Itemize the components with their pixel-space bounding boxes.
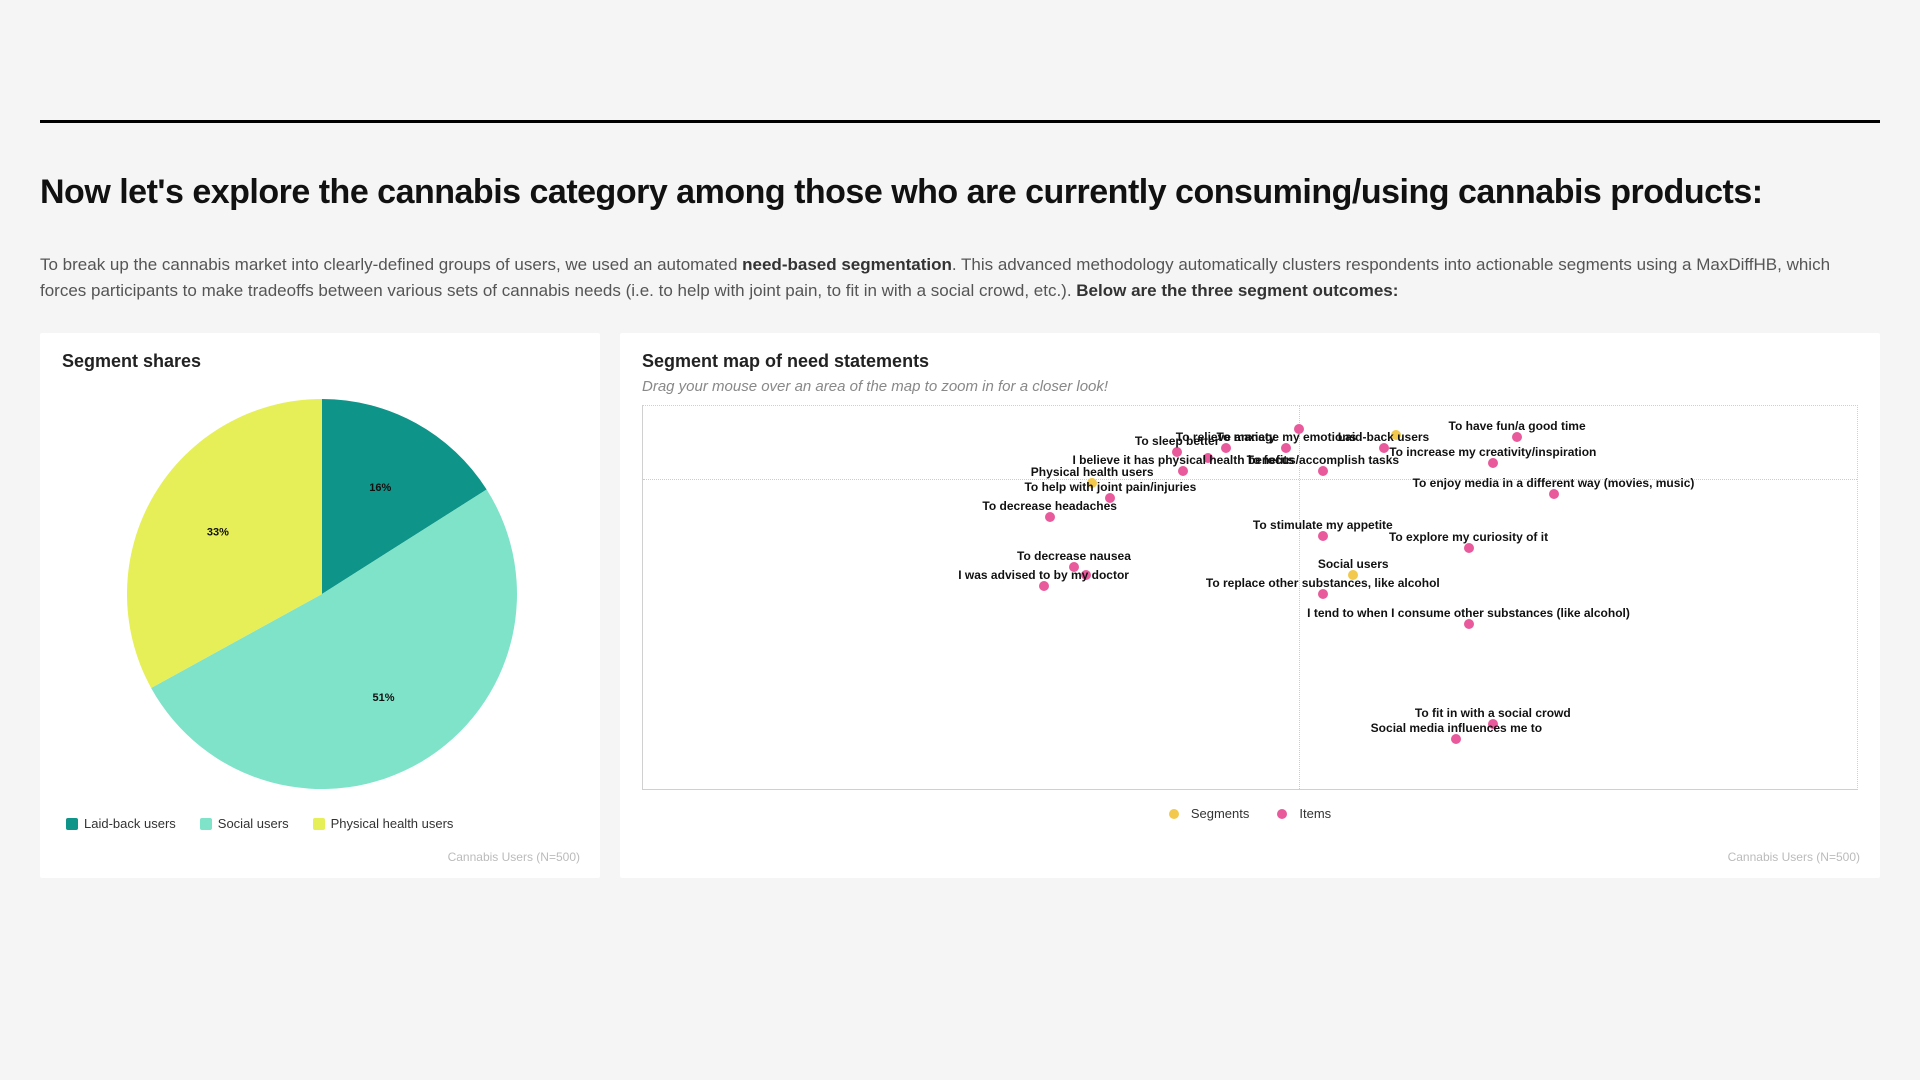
scatter-label: To increase my creativity/inspiration xyxy=(1389,445,1596,459)
scatter-label: Physical health users xyxy=(1031,465,1154,479)
scatter-label: To have fun/a good time xyxy=(1449,419,1586,433)
item-point[interactable] xyxy=(1203,453,1213,463)
scatter-label: Social media influences me to xyxy=(1371,721,1542,735)
scatter-label: To sleep better xyxy=(1135,434,1219,448)
legend-item[interactable]: Items xyxy=(1277,806,1331,821)
pie-slice-label: 16% xyxy=(369,482,391,494)
legend-item[interactable]: Laid-back users xyxy=(66,816,176,831)
item-point[interactable] xyxy=(1549,489,1559,499)
legend-label: Items xyxy=(1299,806,1331,821)
item-point[interactable] xyxy=(1488,458,1498,468)
scatter-label: To stimulate my appetite xyxy=(1253,518,1393,532)
scatter-legend: Segments Items xyxy=(642,806,1858,821)
pie-footnote: Cannabis Users (N=500) xyxy=(448,850,580,864)
scatter-label: To help with joint pain/injuries xyxy=(1024,480,1196,494)
item-point[interactable] xyxy=(1105,493,1115,503)
scatter-subtitle: Drag your mouse over an area of the map … xyxy=(642,378,1858,395)
item-point[interactable] xyxy=(1451,734,1461,744)
segment-point[interactable] xyxy=(1391,430,1401,440)
pie-legend: Laid-back users Social users Physical heal… xyxy=(62,816,578,831)
item-point[interactable] xyxy=(1172,447,1182,457)
scatter-label: I tend to when I consume other substance… xyxy=(1307,606,1630,620)
intro-pre: To break up the cannabis market into cle… xyxy=(40,255,742,274)
item-point[interactable] xyxy=(1081,570,1091,580)
scatter-label: To relieve anxiety xyxy=(1176,430,1276,444)
scatter-label: To manage my emotions xyxy=(1217,430,1357,444)
legend-label: Laid-back users xyxy=(84,816,176,831)
item-point[interactable] xyxy=(1318,466,1328,476)
item-point[interactable] xyxy=(1512,432,1522,442)
item-point[interactable] xyxy=(1318,589,1328,599)
legend-label: Physical health users xyxy=(331,816,454,831)
legend-swatch xyxy=(313,818,325,830)
scatter-label: To decrease nausea xyxy=(1017,549,1131,563)
scatter-label: To fit in with a social crowd xyxy=(1415,706,1571,720)
item-point[interactable] xyxy=(1379,443,1389,453)
segment-shares-panel: Segment shares 16% 51% 33% Laid-back users… xyxy=(40,333,600,878)
legend-label: Segments xyxy=(1191,806,1250,821)
item-point[interactable] xyxy=(1039,581,1049,591)
scatter-axis-horizontal xyxy=(643,479,1857,480)
scatter-label: To focus/accomplish tasks xyxy=(1247,453,1400,467)
segment-point[interactable] xyxy=(1348,570,1358,580)
divider xyxy=(40,120,1880,123)
legend-swatch xyxy=(66,818,78,830)
scatter-axis-vertical xyxy=(1299,406,1300,789)
pie-title: Segment shares xyxy=(62,351,578,372)
scatter-label: To explore my curiosity of it xyxy=(1389,530,1548,544)
item-point[interactable] xyxy=(1488,719,1498,729)
scatter-label: Laid-back users xyxy=(1338,430,1429,444)
item-point[interactable] xyxy=(1281,443,1291,453)
segment-map-panel: Segment map of need statements Drag your… xyxy=(620,333,1880,878)
scatter-label: To replace other substances, like alcoho… xyxy=(1206,576,1440,590)
legend-item[interactable]: Social users xyxy=(200,816,289,831)
segment-point[interactable] xyxy=(1087,478,1097,488)
scatter-plot[interactable]: To sleep betterTo relieve anxietyTo mana… xyxy=(642,405,1858,790)
page-heading: Now let's explore the cannabis category … xyxy=(40,173,1880,212)
item-point[interactable] xyxy=(1178,466,1188,476)
pie-slice-label: 33% xyxy=(207,526,229,538)
scatter-label: To decrease headaches xyxy=(982,499,1117,513)
item-point[interactable] xyxy=(1069,562,1079,572)
intro-bold1: need-based segmentation xyxy=(742,255,952,274)
item-point[interactable] xyxy=(1464,619,1474,629)
item-point[interactable] xyxy=(1221,443,1231,453)
intro-bold2: Below are the three segment outcomes: xyxy=(1076,281,1398,300)
item-point[interactable] xyxy=(1294,424,1304,434)
pie-chart: 16% 51% 33% xyxy=(62,384,578,804)
scatter-label: I was advised to by my doctor xyxy=(958,568,1129,582)
scatter-title: Segment map of need statements xyxy=(642,351,1858,372)
scatter-label: Social users xyxy=(1318,557,1389,571)
scatter-label: I believe it has physical health benefit… xyxy=(1073,453,1294,467)
item-point[interactable] xyxy=(1464,543,1474,553)
scatter-footnote: Cannabis Users (N=500) xyxy=(1728,850,1860,864)
legend-item[interactable]: Segments xyxy=(1169,806,1250,821)
item-point[interactable] xyxy=(1318,531,1328,541)
legend-swatch xyxy=(200,818,212,830)
intro-text: To break up the cannabis market into cle… xyxy=(40,252,1880,303)
legend-swatch xyxy=(1277,809,1287,819)
item-point[interactable] xyxy=(1045,512,1055,522)
legend-label: Social users xyxy=(218,816,289,831)
legend-item[interactable]: Physical health users xyxy=(313,816,454,831)
pie-slice-label: 51% xyxy=(373,692,395,704)
legend-swatch xyxy=(1169,809,1179,819)
